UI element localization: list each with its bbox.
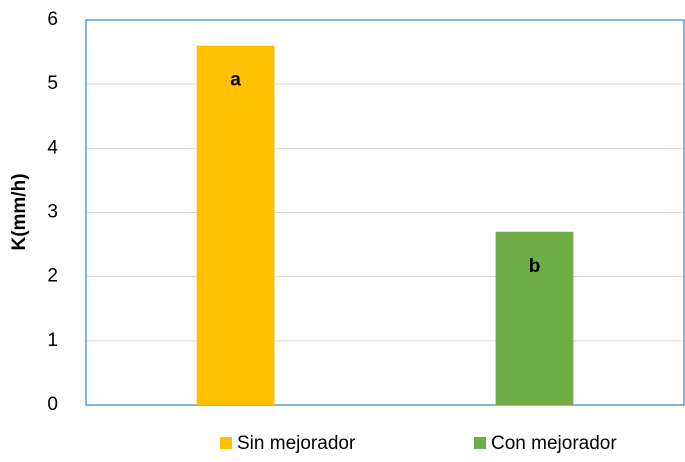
legend-swatch — [220, 437, 232, 449]
y-tick-label: 0 — [47, 394, 58, 415]
y-tick-label: 4 — [47, 137, 58, 158]
legend-label: Con mejorador — [491, 433, 617, 454]
legend-label: Sin mejorador — [237, 433, 356, 454]
bar — [495, 231, 574, 405]
bar-annotation: b — [529, 256, 541, 277]
bar — [196, 45, 275, 406]
legend-swatch — [474, 437, 486, 449]
y-tick-label: 2 — [47, 266, 58, 287]
bar-annotation: a — [230, 70, 241, 91]
y-tick-label: 5 — [47, 73, 58, 94]
y-tick-label: 1 — [47, 330, 58, 351]
y-tick-label: 3 — [47, 202, 58, 223]
y-axis-label: K(mm/h) — [9, 173, 30, 250]
y-tick-label: 6 — [47, 9, 58, 30]
plot-border — [85, 19, 685, 406]
